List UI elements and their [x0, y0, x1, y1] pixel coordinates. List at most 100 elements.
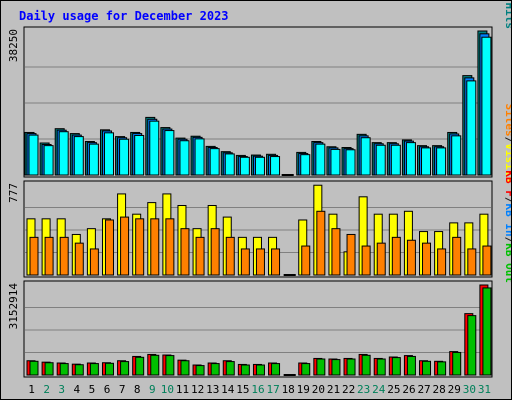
x-tick-label: 24 — [372, 383, 386, 396]
panel-scale-label: 3152914 — [7, 283, 20, 330]
legend-entry: KB In — [503, 204, 511, 237]
bar-zero-visits — [283, 274, 296, 276]
x-tick-label: 15 — [236, 383, 249, 396]
bar-pages — [73, 136, 84, 176]
x-tick-label: 31 — [478, 383, 491, 396]
bar-sites — [104, 219, 114, 276]
bar-pages — [315, 143, 326, 176]
legend-entry: Sites — [503, 104, 511, 137]
bar-kb-out — [89, 363, 99, 376]
bar-sites — [391, 236, 401, 276]
panel-hits-files-pages: 38250 Pages/Files/Hits — [7, 1, 511, 178]
bar-pages — [345, 149, 356, 176]
bar-sites — [44, 236, 54, 276]
bar-pages — [209, 148, 220, 176]
legend-entry: / — [503, 197, 511, 204]
chart-panels: 38250Pages/Files/Hits777Sites/Visits3152… — [7, 1, 511, 378]
x-tick-label: 23 — [357, 383, 370, 396]
bar-sites — [89, 248, 99, 276]
x-tick-label: 12 — [191, 383, 204, 396]
x-tick-label: 18 — [282, 383, 295, 396]
bar-kb-out — [180, 360, 190, 376]
bar-kb-out — [422, 360, 432, 376]
bar-sites — [59, 236, 69, 276]
bar-pages — [330, 148, 341, 176]
bar-pages — [466, 80, 477, 176]
x-tick-label: 11 — [176, 383, 189, 396]
bar-kb-out — [331, 359, 341, 376]
bar-kb-out — [29, 360, 39, 376]
bar-kb-out — [452, 351, 462, 376]
x-tick-label: 13 — [206, 383, 219, 396]
bar-kb-out — [195, 365, 205, 376]
bar-sites — [452, 236, 462, 276]
x-tick-label: 19 — [297, 383, 310, 396]
bar-kb-out — [210, 363, 220, 376]
x-tick-label: 5 — [89, 383, 96, 396]
x-axis-day-labels: 1 2 3 4 5 6 7 8 9 10 11 12 13 14 15 16 17 18 19 20 21 22 23 24 2… — [28, 383, 491, 396]
x-tick-label: 9 — [149, 383, 156, 396]
bar-kb-out — [406, 355, 416, 376]
bar-kb-out — [135, 356, 145, 376]
bar-sites — [195, 236, 205, 276]
bar-sites — [255, 248, 265, 276]
bar-pages — [164, 130, 175, 176]
bar-sites — [422, 242, 432, 276]
bar-pages — [194, 138, 205, 176]
panel-legend: Pages/Files/Hits — [503, 1, 511, 29]
bar-pages — [149, 120, 160, 176]
legend-entry: Hits — [503, 3, 511, 30]
x-tick-label: 30 — [463, 383, 476, 396]
panel-legend: Sites/Visits — [503, 104, 511, 184]
bar-sites — [165, 218, 175, 276]
bar-sites — [437, 248, 447, 276]
bar-kb-out — [316, 358, 326, 376]
x-tick-label: 3 — [58, 383, 65, 396]
bar-kb-out — [165, 355, 175, 376]
x-tick-label: 1 — [28, 383, 35, 396]
bar-kb-out — [120, 361, 130, 376]
x-tick-label: 20 — [312, 383, 325, 396]
bar-pages — [360, 137, 371, 176]
bar-pages — [375, 144, 386, 176]
x-tick-label: 8 — [134, 383, 141, 396]
bar-pages — [119, 138, 130, 176]
bar-sites — [120, 216, 130, 276]
x-tick-label: 26 — [402, 383, 415, 396]
bar-kb-out — [104, 362, 114, 376]
x-tick-label: 10 — [161, 383, 174, 396]
bar-pages — [436, 147, 447, 176]
bar-sites — [135, 218, 145, 276]
bar-pages — [103, 132, 114, 176]
bar-kb-out — [346, 358, 356, 376]
x-tick-label: 6 — [104, 383, 111, 396]
chart-title: Daily usage for December 2023 — [19, 9, 229, 23]
bar-kb-out — [467, 315, 477, 376]
x-tick-label: 21 — [327, 383, 340, 396]
bar-pages — [179, 140, 190, 176]
x-tick-label: 16 — [251, 383, 264, 396]
bar-pages — [58, 131, 69, 176]
x-tick-label: 28 — [433, 383, 446, 396]
bar-pages — [451, 135, 462, 176]
bar-sites — [301, 245, 311, 276]
x-tick-label: 17 — [266, 383, 279, 396]
bar-kb-out — [376, 358, 386, 376]
x-tick-label: 7 — [119, 383, 126, 396]
bar-sites — [346, 233, 356, 276]
bar-kb-out — [59, 363, 69, 376]
bar-zero-hits — [281, 174, 294, 176]
legend-entry: KB F — [503, 170, 511, 197]
bar-kb-out — [255, 364, 265, 376]
legend-entry: Visits — [503, 143, 511, 183]
bar-sites — [74, 242, 84, 276]
bar-sites — [331, 228, 341, 276]
bar-kb-out — [74, 364, 84, 376]
bar-pages — [270, 156, 281, 176]
bar-sites — [482, 245, 492, 276]
panel-scale-label: 38250 — [7, 29, 20, 62]
bar-sites — [150, 218, 160, 276]
